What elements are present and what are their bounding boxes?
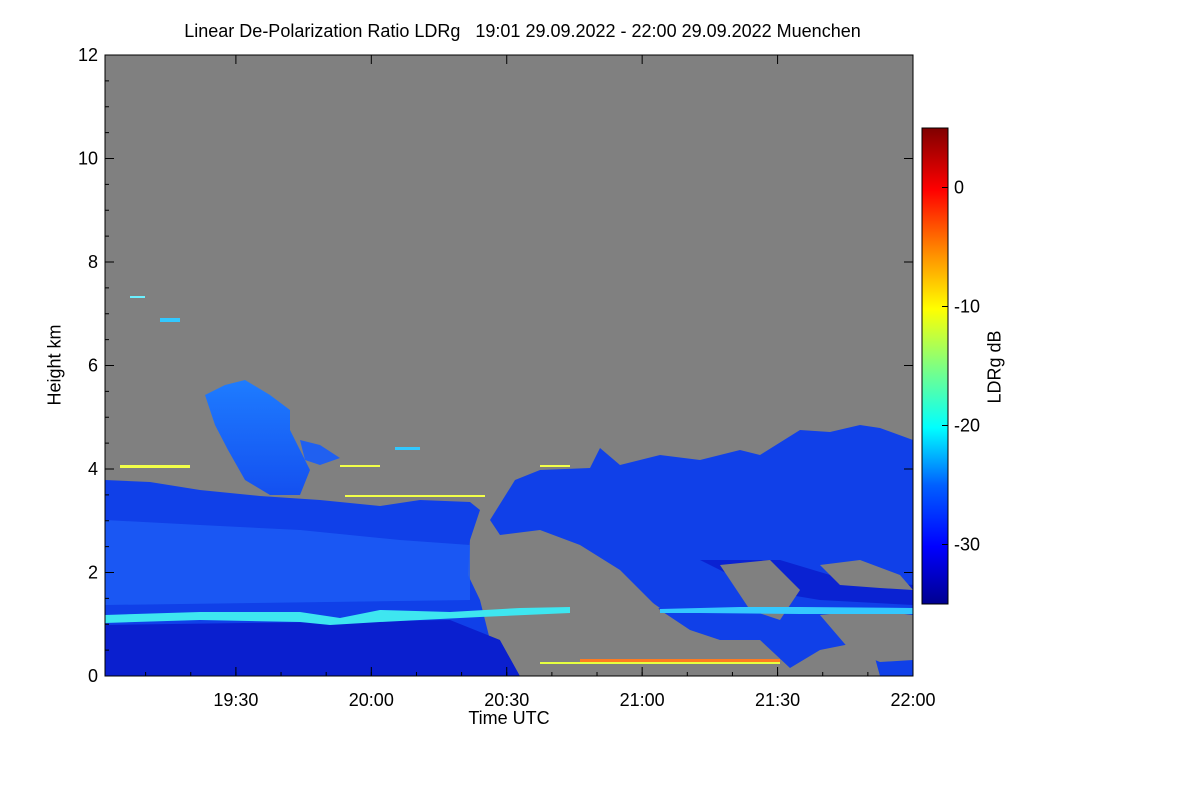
colorbar-tick-label: -10 — [954, 297, 980, 317]
colorbar — [921, 127, 949, 605]
surface-streak — [580, 659, 780, 662]
bright-layer-right — [660, 607, 913, 614]
colorbar-tick-label: -20 — [954, 416, 980, 436]
y-tick-label: 12 — [78, 45, 98, 65]
speckle — [395, 447, 420, 450]
y-tick-label: 10 — [78, 149, 98, 169]
y-tick-label: 4 — [88, 459, 98, 479]
bright-layer — [105, 607, 570, 625]
clear-gap-2 — [720, 560, 800, 620]
x-tick-label: 20:00 — [349, 690, 394, 710]
y-axis: 0 2 4 6 8 10 12 — [78, 45, 913, 686]
x-axis: 19:30 20:00 20:30 21:00 21:30 22:00 — [145, 55, 936, 710]
x-tick-label: 21:30 — [755, 690, 800, 710]
y-axis-label: Height km — [44, 324, 65, 406]
speckle — [345, 495, 485, 497]
x-tick-label: 22:00 — [890, 690, 935, 710]
y-tick-label: 2 — [88, 563, 98, 583]
chart-title: Linear De-Polarization Ratio LDRg 19:01 … — [184, 21, 861, 41]
y-tick-label: 6 — [88, 356, 98, 376]
x-axis-label: Time UTC — [468, 708, 550, 728]
aerosol-plume — [205, 380, 310, 495]
speckle — [120, 465, 190, 468]
boundary-layer-inner — [105, 520, 470, 605]
y-tick-label: 8 — [88, 252, 98, 272]
speckle — [160, 318, 180, 322]
speckle — [340, 465, 380, 467]
colorbar-label: LDRg dB — [984, 330, 1005, 404]
clear-gap-3 — [820, 560, 913, 590]
lower-dark-region — [105, 620, 520, 676]
speckle — [130, 296, 145, 298]
colorbar-tick-label: -30 — [954, 535, 980, 555]
speckle — [540, 465, 570, 467]
colorbar-tick-label: 0 — [954, 178, 964, 198]
colorbar-axis: 0 -10 -20 -30 — [942, 178, 980, 555]
surface-streak-yellow — [540, 662, 780, 664]
x-tick-label: 21:00 — [620, 690, 665, 710]
clear-gap-4 — [820, 610, 913, 662]
aerosol-plume-right — [300, 440, 340, 465]
x-tick-label: 19:30 — [213, 690, 258, 710]
heatmap-field — [105, 296, 913, 676]
x-tick-label: 20:30 — [484, 690, 529, 710]
y-tick-label: 0 — [88, 666, 98, 686]
